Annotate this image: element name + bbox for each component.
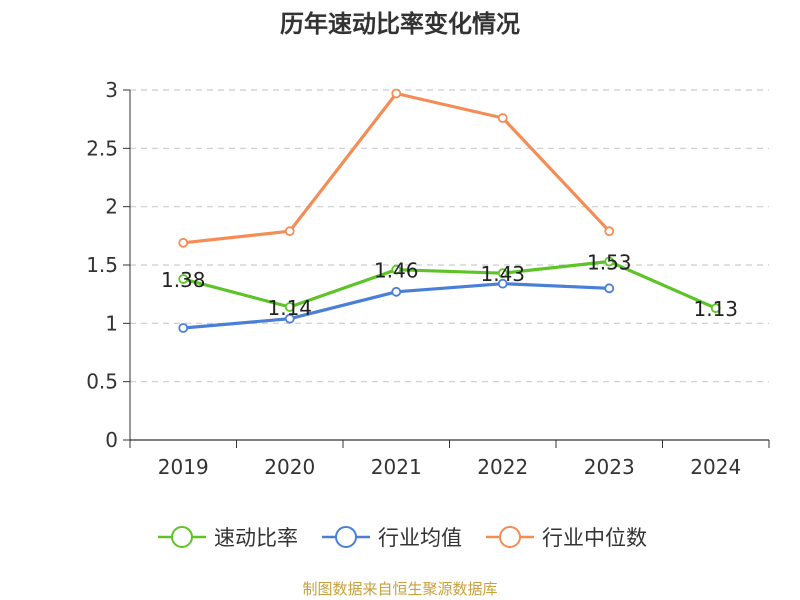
y-tick-label: 0 — [105, 428, 118, 452]
y-tick-label: 3 — [105, 78, 118, 102]
series-line — [182, 259, 717, 310]
data-label: 1.38 — [161, 268, 206, 292]
data-point — [604, 256, 615, 267]
x-tick-label: 2023 — [584, 455, 635, 479]
data-point — [178, 274, 189, 284]
data-point — [284, 302, 295, 312]
legend-label: 速动比率 — [214, 526, 298, 550]
legend-label: 行业均值 — [378, 526, 462, 550]
y-tick-label: 2.5 — [86, 136, 118, 160]
chart-title: 历年速动比率变化情况 — [280, 10, 520, 38]
data-label: 1.13 — [693, 297, 738, 321]
y-tick-label: 0.5 — [86, 370, 118, 394]
data-point — [710, 303, 721, 314]
x-tick-label: 2019 — [158, 455, 209, 479]
legend-marker-icon — [335, 526, 357, 548]
data-labels: 1.38 1.14 1.46 1.43 1.53 1.13 — [161, 251, 738, 322]
legend-item[interactable]: 行业均值 — [322, 526, 462, 550]
x-tick-label: 2024 — [690, 455, 741, 479]
data-label: 1.43 — [480, 262, 525, 286]
data-point — [604, 283, 615, 294]
data-label: 1.53 — [587, 251, 632, 275]
data-point — [391, 88, 402, 99]
source-note: 制图数据来自恒生聚源数据库 — [302, 580, 498, 598]
axes: 0 0.5 1 1.5 2 2.5 3 2019 2020 2021 2022 2023 2024 — [86, 78, 770, 479]
data-point — [178, 323, 189, 333]
legend-item[interactable]: 速动比率 — [158, 526, 298, 550]
data-point — [284, 226, 295, 237]
legend-item[interactable]: 行业中位数 — [486, 526, 647, 550]
x-tick-label: 2022 — [477, 455, 528, 479]
data-label: 1.46 — [374, 259, 419, 283]
y-tick-label: 1.5 — [86, 253, 118, 277]
y-tick-label: 1 — [105, 311, 118, 335]
data-point — [391, 264, 402, 275]
data-point — [284, 313, 295, 324]
series-lines — [178, 88, 721, 333]
data-point — [497, 113, 508, 123]
grid-lines — [130, 89, 769, 383]
data-point — [497, 278, 508, 289]
legend: 速动比率 行业均值 行业中位数 — [158, 526, 647, 550]
y-tick-label: 2 — [105, 195, 118, 219]
legend-marker-icon — [171, 526, 193, 548]
data-point — [391, 286, 402, 297]
x-tick-label: 2020 — [264, 455, 315, 479]
x-tick-label: 2021 — [371, 455, 422, 479]
legend-marker-icon — [499, 526, 521, 548]
data-label: 1.14 — [267, 296, 312, 320]
data-point — [497, 268, 508, 279]
series-line — [183, 91, 611, 245]
data-point — [604, 226, 615, 237]
data-point — [178, 237, 189, 248]
legend-label: 行业中位数 — [542, 526, 647, 550]
